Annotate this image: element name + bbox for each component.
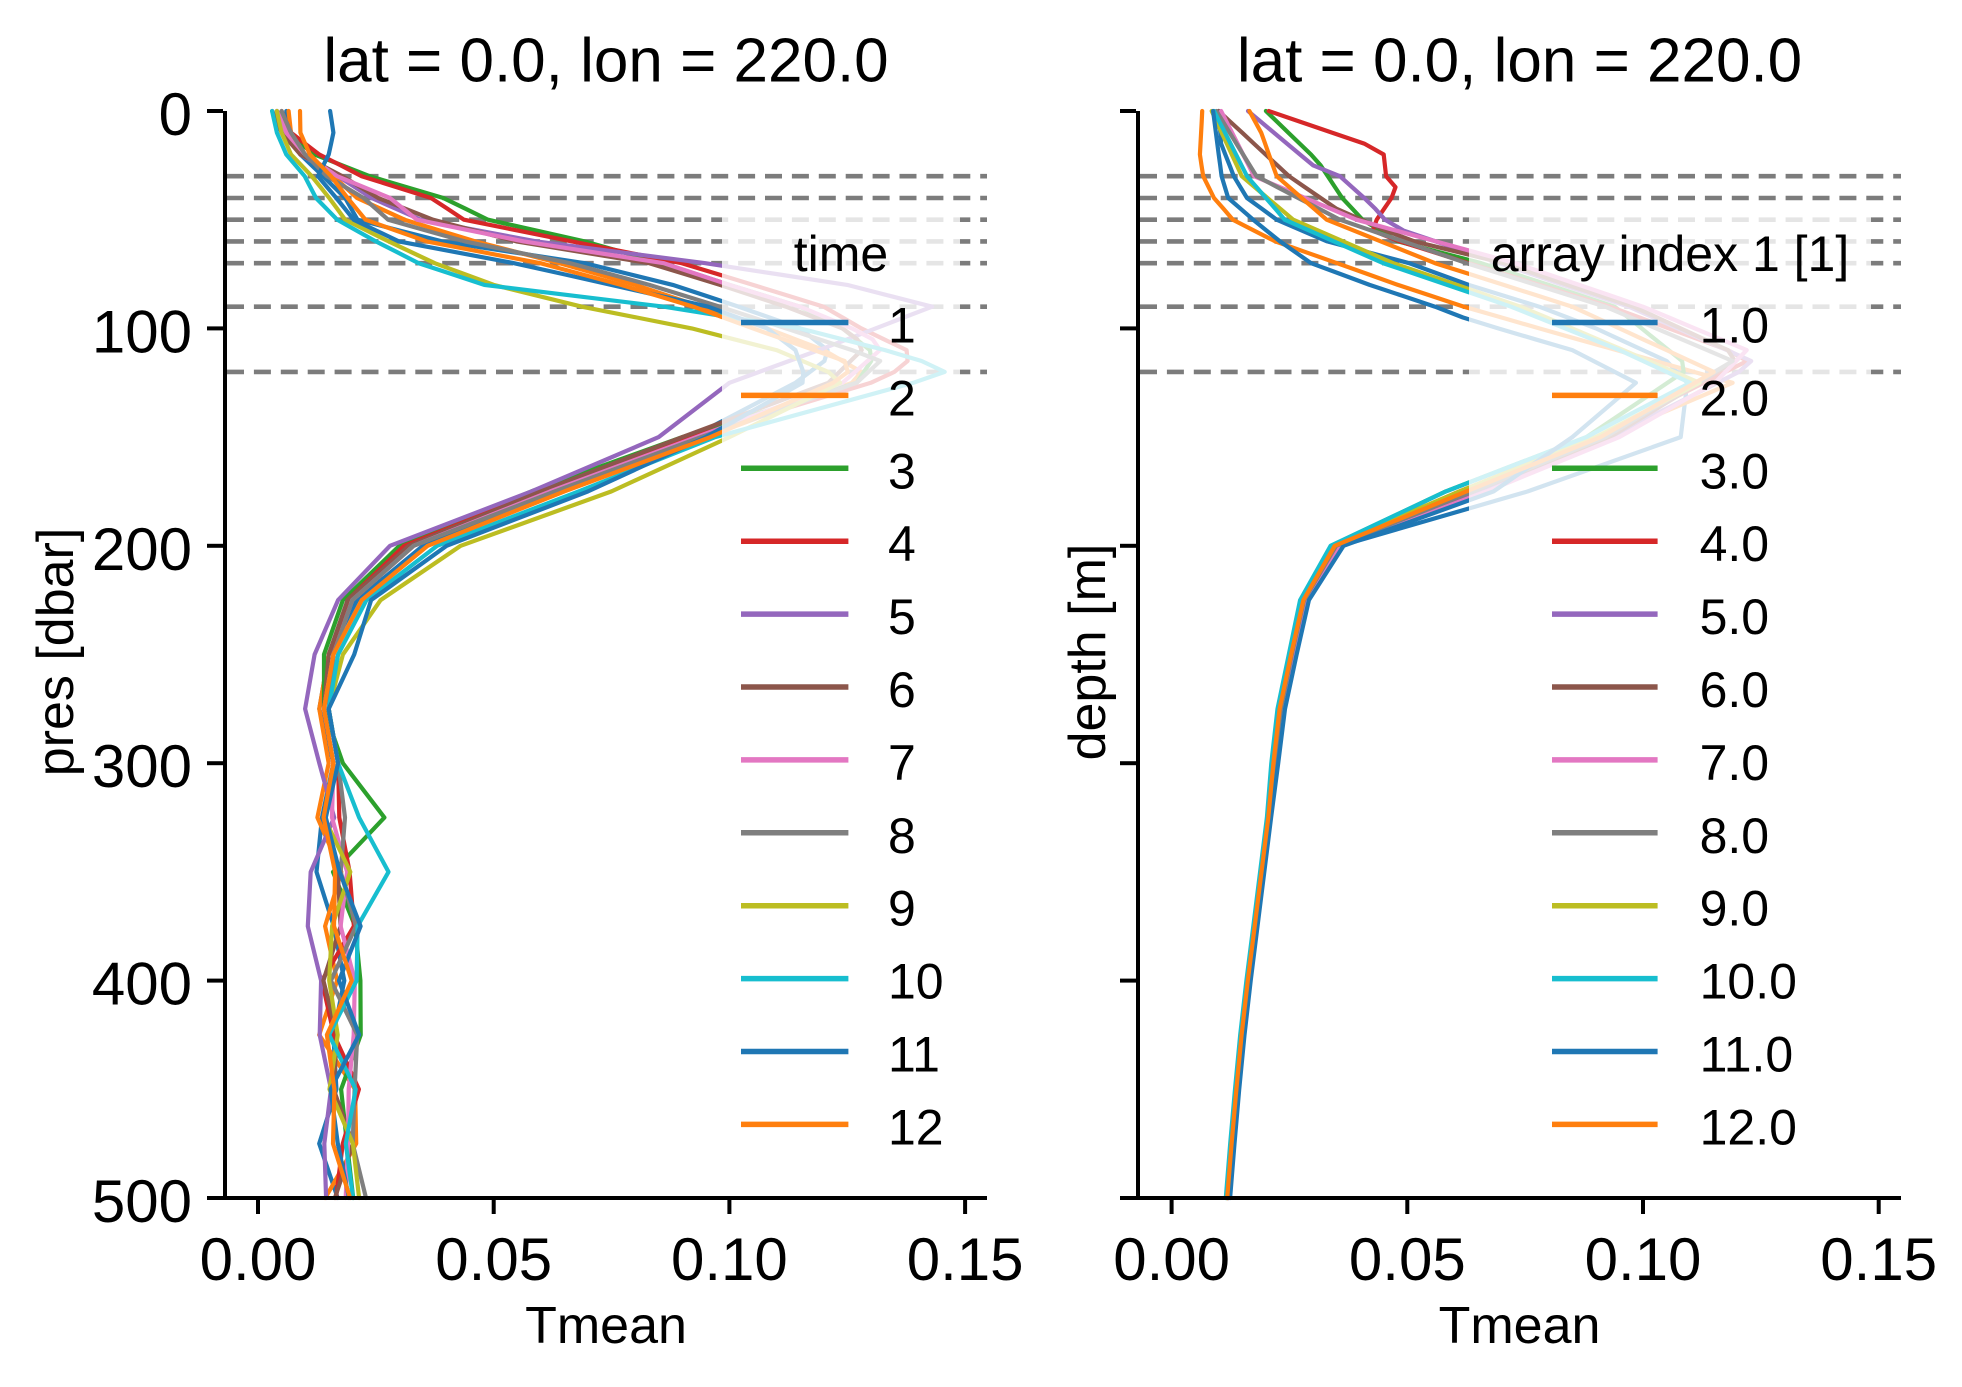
svg-text:Tmean: Tmean <box>1439 1297 1601 1355</box>
svg-text:0.10: 0.10 <box>671 1226 788 1293</box>
svg-text:6.0: 6.0 <box>1700 662 1770 718</box>
svg-text:array index 1 [1]: array index 1 [1] <box>1491 226 1850 282</box>
svg-text:5.0: 5.0 <box>1700 589 1770 645</box>
svg-text:12.0: 12.0 <box>1700 1099 1797 1155</box>
svg-text:0: 0 <box>159 81 192 148</box>
svg-text:9: 9 <box>888 881 916 937</box>
svg-text:11: 11 <box>888 1027 940 1083</box>
svg-text:4.0: 4.0 <box>1700 516 1770 572</box>
svg-text:8: 8 <box>888 808 916 864</box>
svg-text:0.15: 0.15 <box>907 1226 1024 1293</box>
svg-text:0.05: 0.05 <box>1349 1226 1466 1293</box>
svg-text:400: 400 <box>92 951 192 1018</box>
svg-text:pres [dbar]: pres [dbar] <box>27 528 85 777</box>
svg-text:100: 100 <box>92 298 192 365</box>
svg-text:3.0: 3.0 <box>1700 443 1770 499</box>
svg-text:Tmean: Tmean <box>525 1297 687 1355</box>
svg-text:2.0: 2.0 <box>1700 370 1770 426</box>
svg-text:5: 5 <box>888 589 916 645</box>
svg-text:time: time <box>794 226 888 282</box>
svg-text:0.00: 0.00 <box>200 1226 317 1293</box>
svg-text:4: 4 <box>888 516 916 572</box>
svg-text:10: 10 <box>888 954 944 1010</box>
svg-text:6: 6 <box>888 662 916 718</box>
svg-text:11.0: 11.0 <box>1700 1027 1794 1083</box>
svg-text:1.0: 1.0 <box>1700 298 1770 354</box>
svg-text:300: 300 <box>92 733 192 800</box>
svg-text:1: 1 <box>888 298 916 354</box>
svg-text:depth [m]: depth [m] <box>1059 544 1117 761</box>
svg-text:2: 2 <box>888 370 916 426</box>
svg-text:10.0: 10.0 <box>1700 954 1797 1010</box>
svg-text:200: 200 <box>92 516 192 583</box>
svg-text:8.0: 8.0 <box>1700 808 1770 864</box>
svg-text:7.0: 7.0 <box>1700 735 1770 791</box>
svg-text:7: 7 <box>888 735 916 791</box>
svg-text:12: 12 <box>888 1099 944 1155</box>
svg-text:9.0: 9.0 <box>1700 881 1770 937</box>
svg-text:500: 500 <box>92 1168 192 1235</box>
svg-text:lat = 0.0, lon = 220.0: lat = 0.0, lon = 220.0 <box>1237 26 1802 95</box>
svg-text:0.10: 0.10 <box>1585 1226 1702 1293</box>
svg-text:0.05: 0.05 <box>435 1226 552 1293</box>
svg-text:0.00: 0.00 <box>1113 1226 1230 1293</box>
svg-text:0.15: 0.15 <box>1820 1226 1937 1293</box>
svg-text:3: 3 <box>888 443 916 499</box>
svg-text:lat = 0.0, lon = 220.0: lat = 0.0, lon = 220.0 <box>323 26 888 95</box>
